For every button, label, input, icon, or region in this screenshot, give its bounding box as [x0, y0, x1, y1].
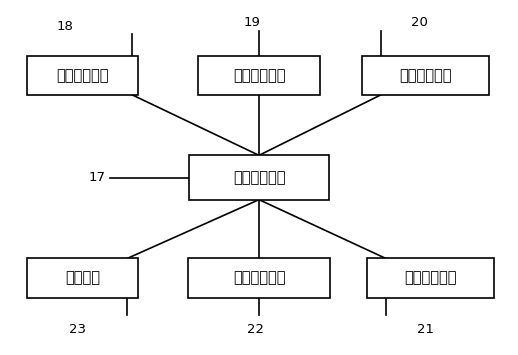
Bar	[362, 56, 489, 95]
Text: 22: 22	[247, 323, 264, 336]
Text: 23: 23	[69, 323, 86, 336]
Text: 20: 20	[411, 16, 427, 29]
Text: 17: 17	[89, 171, 106, 184]
Text: 升降控制单元: 升降控制单元	[405, 271, 457, 285]
Text: 18: 18	[56, 20, 74, 33]
Text: 智能控制单元: 智能控制单元	[233, 170, 285, 185]
Text: 语音交互单元: 语音交互单元	[56, 68, 109, 83]
Text: 21: 21	[417, 323, 434, 336]
Text: 数据采集单元: 数据采集单元	[399, 68, 452, 83]
Bar	[26, 56, 138, 95]
Text: 19: 19	[243, 16, 260, 29]
Bar	[188, 258, 330, 297]
Text: 计时单元: 计时单元	[65, 271, 100, 285]
Bar	[190, 155, 328, 200]
Bar	[26, 258, 138, 297]
Text: 显示交互单元: 显示交互单元	[233, 68, 285, 83]
Text: 灯光控制单元: 灯光控制单元	[233, 271, 285, 285]
Bar	[198, 56, 320, 95]
Bar	[367, 258, 494, 297]
